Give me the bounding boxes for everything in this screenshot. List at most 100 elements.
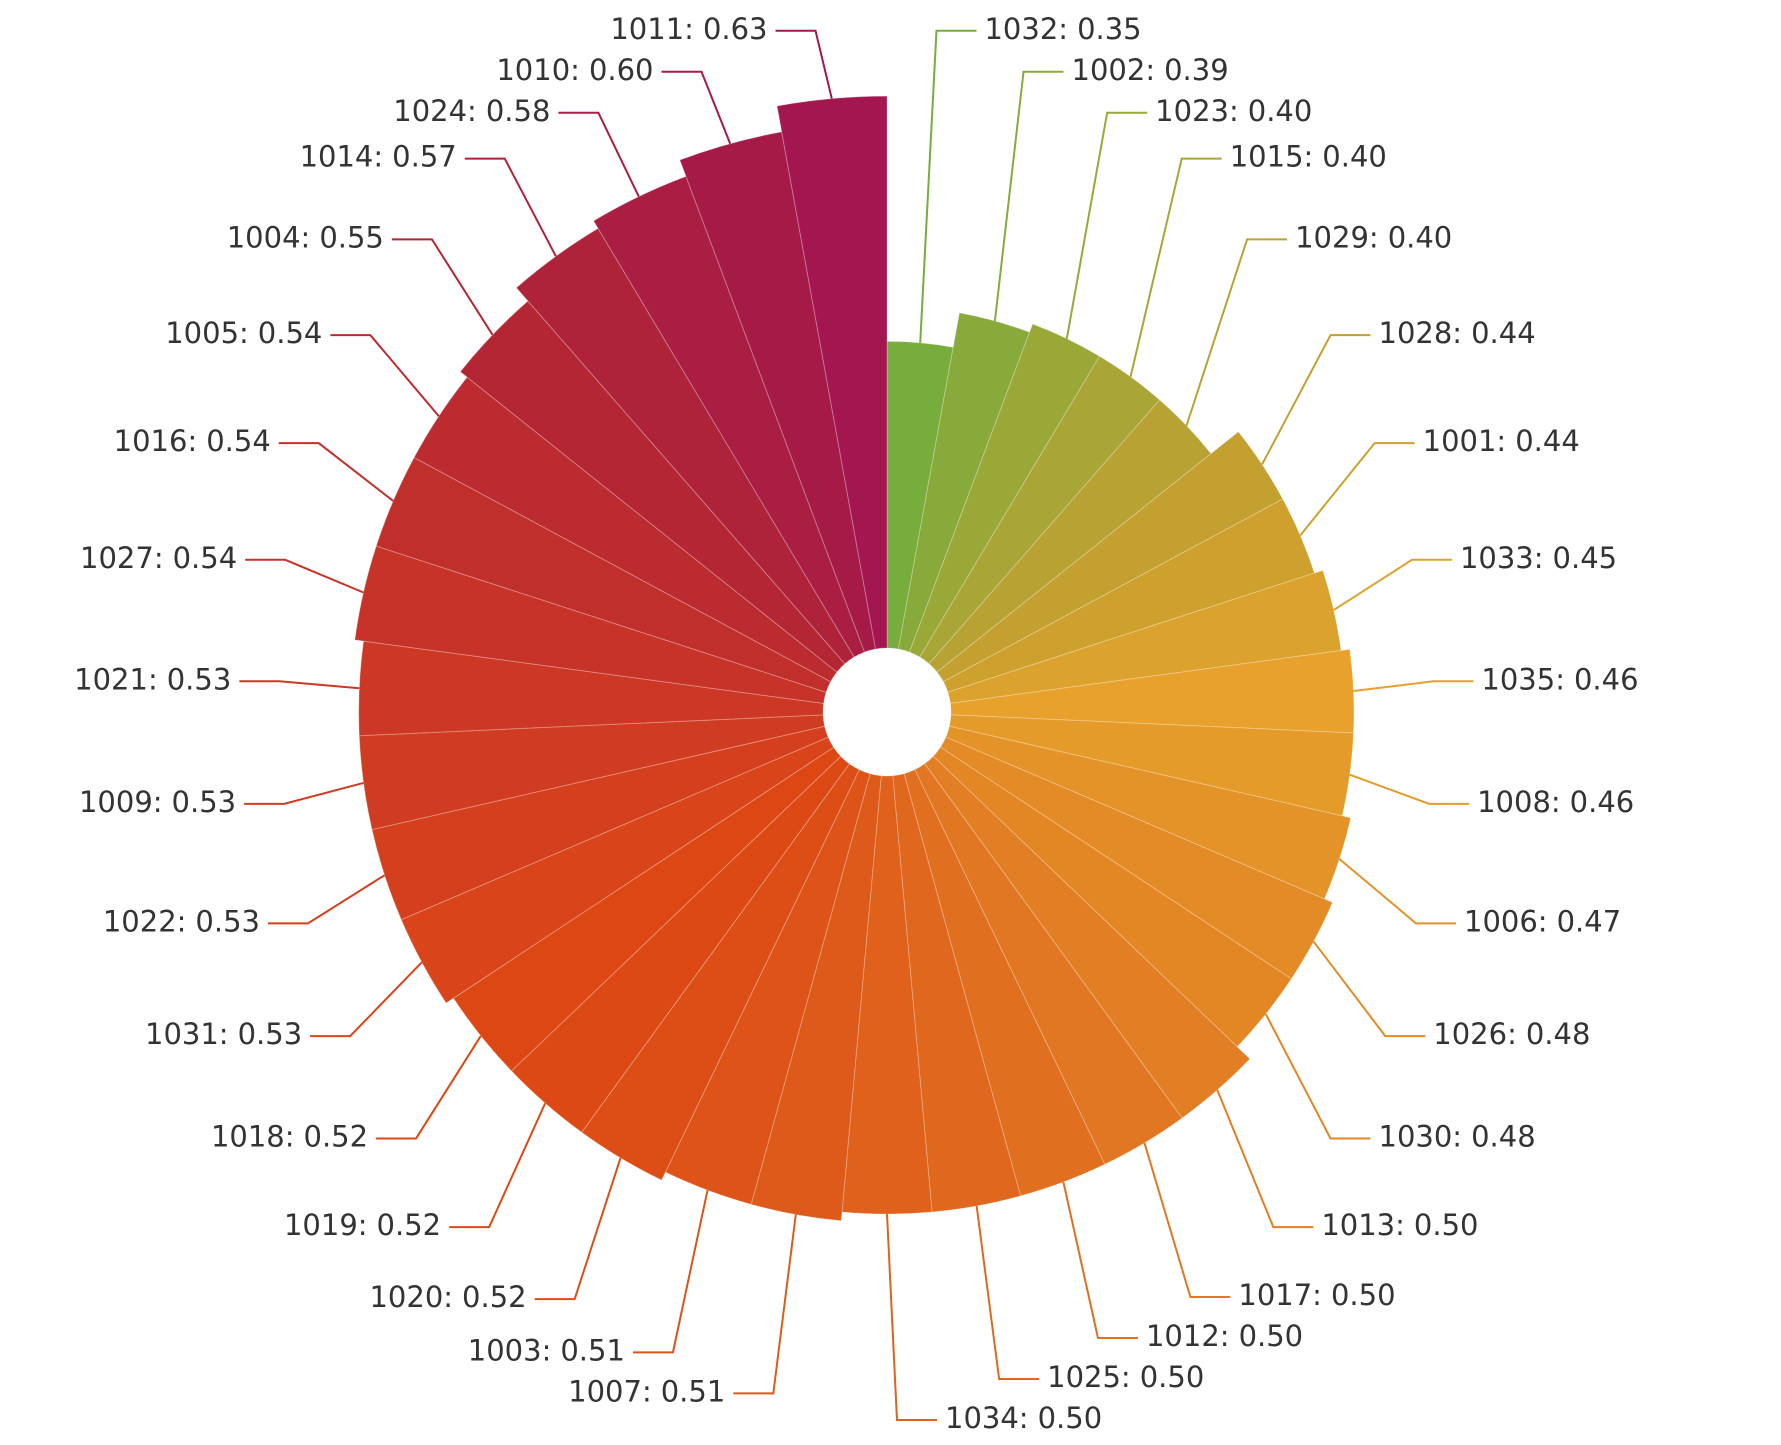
bar [886, 340, 954, 650]
data-label: 1033: 0.45 [1460, 541, 1617, 575]
label-value: 0.48 [1526, 1017, 1591, 1051]
bar [897, 312, 1031, 653]
data-label: 1005: 0.54 [165, 316, 322, 350]
label-value: 0.53 [195, 904, 260, 938]
label-value: 0.52 [304, 1119, 369, 1153]
data-label: 1029: 0.40 [1295, 220, 1452, 254]
bar [919, 355, 1161, 665]
label-category: 1034: [945, 1401, 1029, 1435]
bar [903, 768, 1106, 1197]
bar [942, 498, 1316, 693]
data-label: 1008: 0.46 [1477, 785, 1634, 819]
leader-line [1185, 238, 1288, 426]
leader-line [1338, 858, 1457, 925]
label-value: 0.53 [172, 785, 237, 819]
leader-line [310, 961, 423, 1038]
label-value: 0.44 [1515, 424, 1580, 458]
label-value: 0.45 [1553, 541, 1618, 575]
data-label: 1032: 0.35 [984, 12, 1141, 46]
label-category: 1012: [1146, 1319, 1230, 1353]
data-label: 1035: 0.46 [1481, 662, 1638, 696]
label-value: 0.47 [1557, 904, 1622, 938]
label-category: 1024: [393, 94, 477, 128]
leader-line [1299, 442, 1415, 536]
leader-line [1312, 940, 1426, 1038]
label-value: 0.55 [319, 220, 384, 254]
label-value: 0.51 [661, 1374, 726, 1408]
label-category: 1013: [1321, 1208, 1405, 1242]
label-category: 1016: [114, 424, 198, 458]
label-category: 1029: [1295, 220, 1379, 254]
label-category: 1025: [1047, 1360, 1131, 1394]
leader-line [632, 1189, 709, 1354]
data-label: 1030: 0.48 [1379, 1119, 1536, 1153]
label-category: 1004: [227, 220, 311, 254]
label-category: 1002: [1072, 53, 1156, 87]
label-value: 0.52 [462, 1280, 527, 1314]
bar [939, 736, 1334, 980]
leader-line [993, 70, 1064, 322]
data-label: 1001: 0.44 [1423, 424, 1580, 458]
bar [400, 736, 835, 1004]
label-value: 0.57 [392, 140, 457, 174]
data-label: 1016: 0.54 [114, 424, 271, 458]
bar [664, 768, 871, 1205]
bar [679, 131, 877, 653]
label-value: 0.50 [1414, 1208, 1479, 1242]
label-category: 1032: [984, 12, 1068, 46]
bars [354, 95, 1355, 1222]
data-label: 1011: 0.63 [610, 12, 767, 46]
bar [592, 175, 866, 658]
leader-line [661, 70, 732, 145]
label-value: 0.50 [1140, 1360, 1205, 1394]
label-category: 1011: [610, 12, 694, 46]
bar [358, 640, 825, 737]
data-label: 1023: 0.40 [1155, 94, 1312, 128]
data-label: 1024: 0.58 [393, 94, 550, 128]
label-category: 1007: [568, 1374, 652, 1408]
leader-line [245, 558, 364, 594]
bar [750, 773, 882, 1222]
bar [580, 763, 860, 1181]
leader-line [733, 1214, 797, 1395]
leader-line [975, 1205, 1040, 1380]
bar [914, 763, 1183, 1165]
label-value: 0.63 [703, 12, 768, 46]
data-label: 1028: 0.44 [1379, 316, 1536, 350]
bar [932, 746, 1293, 1048]
label-category: 1001: [1423, 424, 1507, 458]
leader-line [449, 1102, 547, 1229]
leader-line [376, 1035, 482, 1140]
label-value: 0.48 [1471, 1119, 1536, 1153]
data-label: 1004: 0.55 [227, 220, 384, 254]
label-category: 1027: [80, 541, 164, 575]
data-label: 1015: 0.40 [1230, 140, 1387, 174]
bar [510, 755, 851, 1133]
label-value: 0.54 [258, 316, 323, 350]
bar [947, 569, 1342, 704]
leader-line [464, 157, 557, 257]
leader-line [1264, 1013, 1371, 1140]
label-value: 0.50 [1331, 1278, 1396, 1312]
label-category: 1026: [1433, 1017, 1517, 1051]
label-category: 1009: [79, 785, 163, 819]
leader-line [775, 29, 833, 99]
label-category: 1015: [1230, 140, 1314, 174]
label-category: 1035: [1481, 662, 1565, 696]
leader-line [558, 111, 640, 198]
data-label: 1018: 0.52 [211, 1119, 368, 1153]
bar [358, 714, 826, 831]
data-label: 1003: 0.51 [468, 1333, 625, 1367]
label-value: 0.51 [560, 1333, 625, 1367]
label-category: 1008: [1477, 785, 1561, 819]
label-category: 1031: [145, 1017, 229, 1051]
label-value: 0.53 [238, 1017, 303, 1051]
bar [923, 755, 1251, 1119]
bar [452, 746, 842, 1072]
data-label: 1017: 0.50 [1238, 1278, 1395, 1312]
bar [945, 725, 1352, 900]
leader-line [330, 334, 440, 417]
label-value: 0.53 [167, 662, 232, 696]
